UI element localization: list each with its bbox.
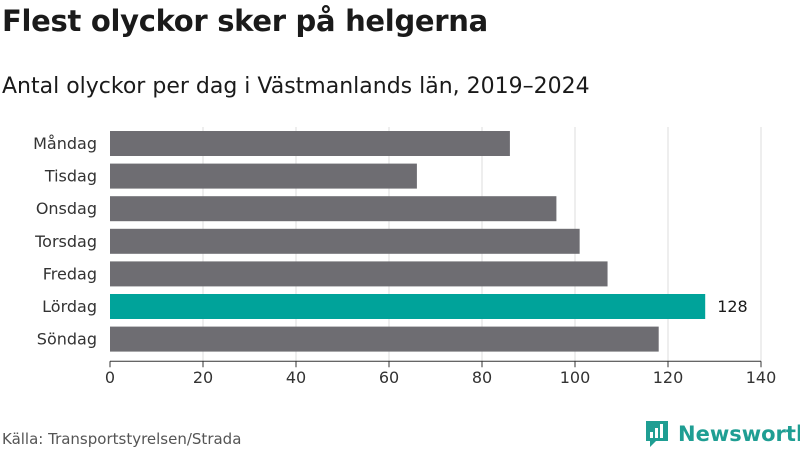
x-tick-label: 120	[653, 368, 684, 387]
category-label: Tisdag	[44, 167, 97, 186]
newsworthy-logo-icon	[646, 421, 668, 447]
bar-måndag	[110, 131, 510, 156]
brand-logo: Newsworthy	[644, 419, 800, 449]
bar-söndag	[110, 326, 659, 352]
category-label: Fredag	[43, 264, 97, 283]
x-tick-label: 140	[746, 368, 777, 387]
data-label: 128	[717, 297, 748, 316]
x-tick-label: 40	[286, 368, 306, 387]
bar-lördag	[110, 294, 706, 319]
category-label: Onsdag	[36, 199, 97, 218]
x-tick-label: 100	[560, 368, 591, 387]
x-tick-label: 80	[472, 368, 492, 387]
source-note: Källa: Transportstyrelsen/Strada	[2, 430, 242, 448]
chart-title: Flest olyckor sker på helgerna	[2, 4, 488, 38]
category-label: Lördag	[42, 297, 97, 316]
category-label: Söndag	[37, 330, 97, 349]
bar-torsdag	[110, 228, 580, 254]
x-tick-label: 0	[105, 368, 115, 387]
category-label: Torsdag	[34, 232, 97, 251]
bar-fredag	[110, 261, 608, 287]
bar-onsdag	[110, 196, 557, 222]
chart-subtitle: Antal olyckor per dag i Västmanlands län…	[2, 74, 590, 99]
x-tick-label: 60	[379, 368, 399, 387]
brand-name: Newsworthy	[678, 422, 800, 446]
category-label: Måndag	[33, 134, 97, 153]
bar-tisdag	[110, 163, 417, 189]
x-tick-label: 20	[193, 368, 213, 387]
